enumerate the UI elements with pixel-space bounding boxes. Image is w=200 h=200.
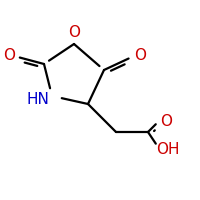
Text: O: O bbox=[134, 48, 146, 64]
Text: O: O bbox=[3, 48, 15, 64]
Text: OH: OH bbox=[156, 142, 180, 158]
Text: O: O bbox=[160, 114, 172, 129]
Text: O: O bbox=[68, 25, 80, 40]
Text: HN: HN bbox=[27, 92, 49, 108]
